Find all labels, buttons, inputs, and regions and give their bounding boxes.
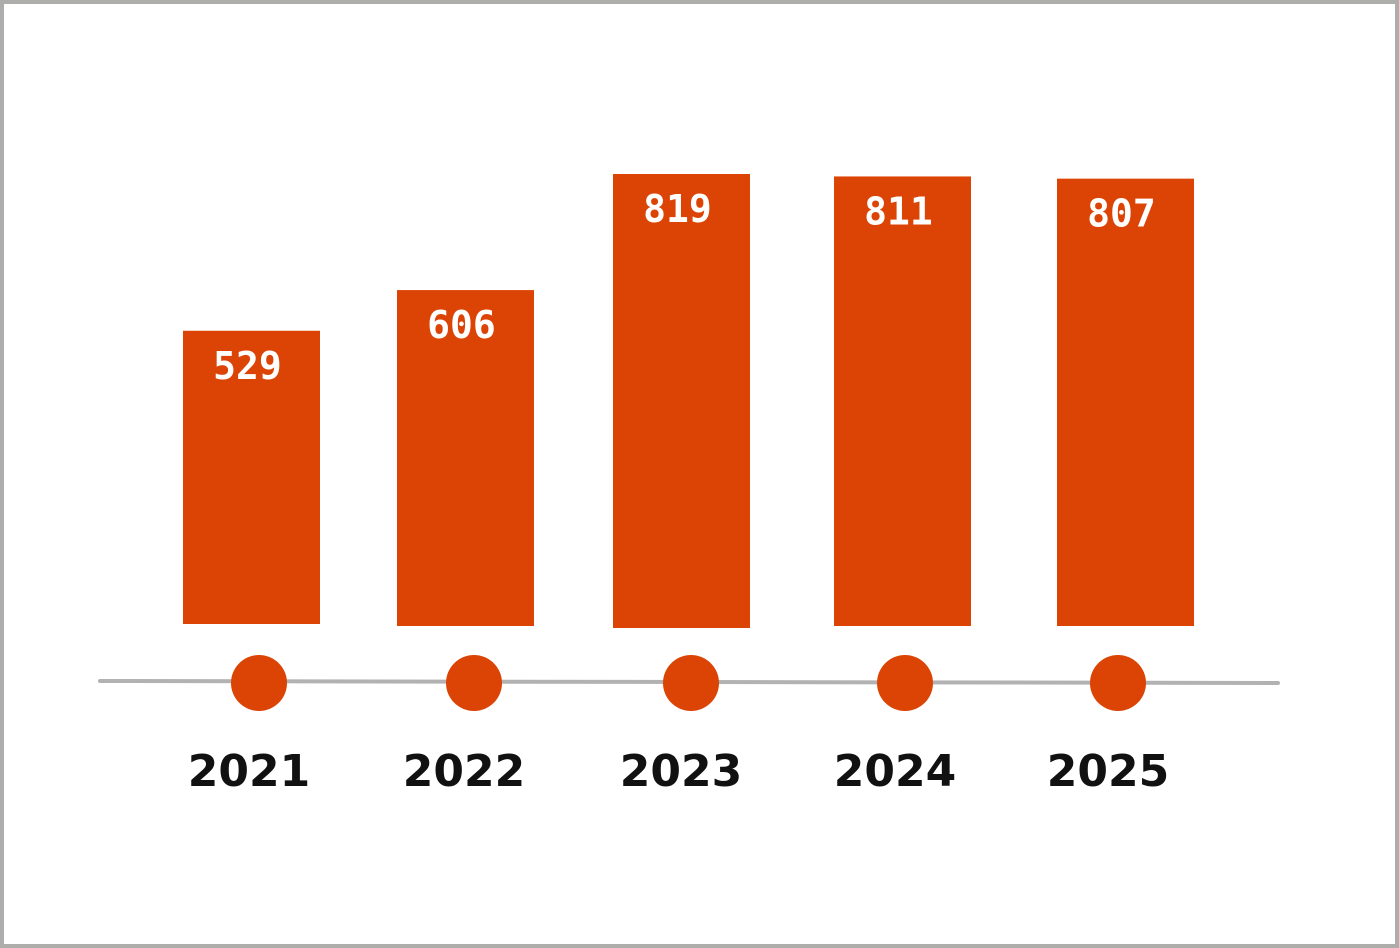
year-tick-label: 2021 — [188, 746, 310, 797]
timeline-markers-group — [231, 655, 1146, 711]
bar-value-label: 807 — [1087, 192, 1156, 236]
year-tick-label: 2025 — [1047, 746, 1169, 797]
year-tick-label: 2022 — [403, 746, 525, 797]
bar-value-label: 606 — [427, 303, 496, 347]
year-tick-label: 2023 — [620, 746, 742, 797]
bar-value-label: 819 — [643, 187, 712, 231]
bar-2025 — [1057, 178, 1194, 626]
bars-group: 529 606 819 811 807 — [183, 174, 1194, 628]
bar-2024 — [834, 176, 971, 626]
timeline-marker — [446, 655, 502, 711]
bar-value-label: 529 — [213, 344, 282, 388]
year-labels-group: 2021 2022 2023 2024 2025 — [188, 746, 1169, 797]
bar-value-label: 811 — [864, 189, 933, 233]
bar-2023 — [613, 174, 750, 628]
timeline-marker — [877, 655, 933, 711]
timeline-marker — [1090, 655, 1146, 711]
bar-2022 — [397, 290, 534, 626]
bar-2021 — [183, 330, 320, 624]
timeline-marker — [663, 655, 719, 711]
year-tick-label: 2024 — [834, 746, 956, 797]
timeline-marker — [231, 655, 287, 711]
